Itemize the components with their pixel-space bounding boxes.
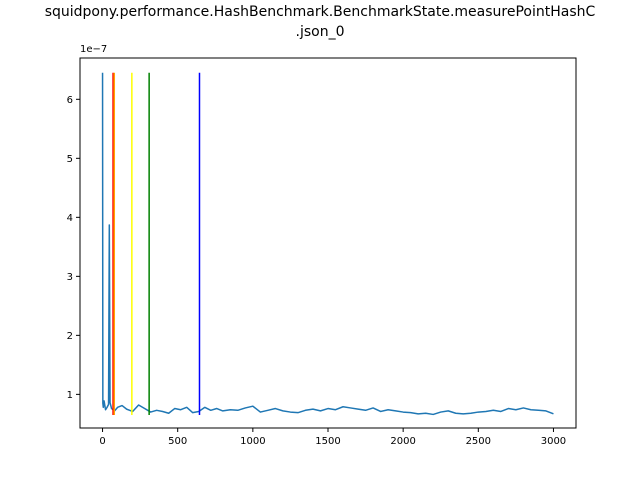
x-tick-label: 3000 [541,436,566,447]
x-tick-label: 2000 [390,436,415,447]
y-axis-offset-text: 1e−7 [80,44,107,55]
y-tick-label: 4 [67,213,73,224]
plot-area [101,72,554,416]
x-tick-label: 2500 [466,436,491,447]
y-axis: 1 2 3 4 5 6 [67,95,80,401]
x-tick-label: 1500 [315,436,340,447]
y-tick-label: 2 [67,331,73,342]
series-line-0 [101,72,554,416]
axes-frame [79,57,577,429]
chart-title-line-2: .json_0 [296,24,345,40]
x-tick-label: 500 [168,436,187,447]
y-tick-label: 1 [67,390,73,401]
y-tick-label: 3 [67,272,73,283]
chart-title-line-1: squidpony.performance.HashBenchmark.Benc… [45,4,596,20]
x-axis: 0 500 1000 1500 2000 2500 3000 [99,428,566,447]
x-tick-label: 0 [99,436,105,447]
y-tick-label: 5 [67,154,73,165]
y-tick-label: 6 [67,95,73,106]
x-tick-label: 1000 [240,436,265,447]
